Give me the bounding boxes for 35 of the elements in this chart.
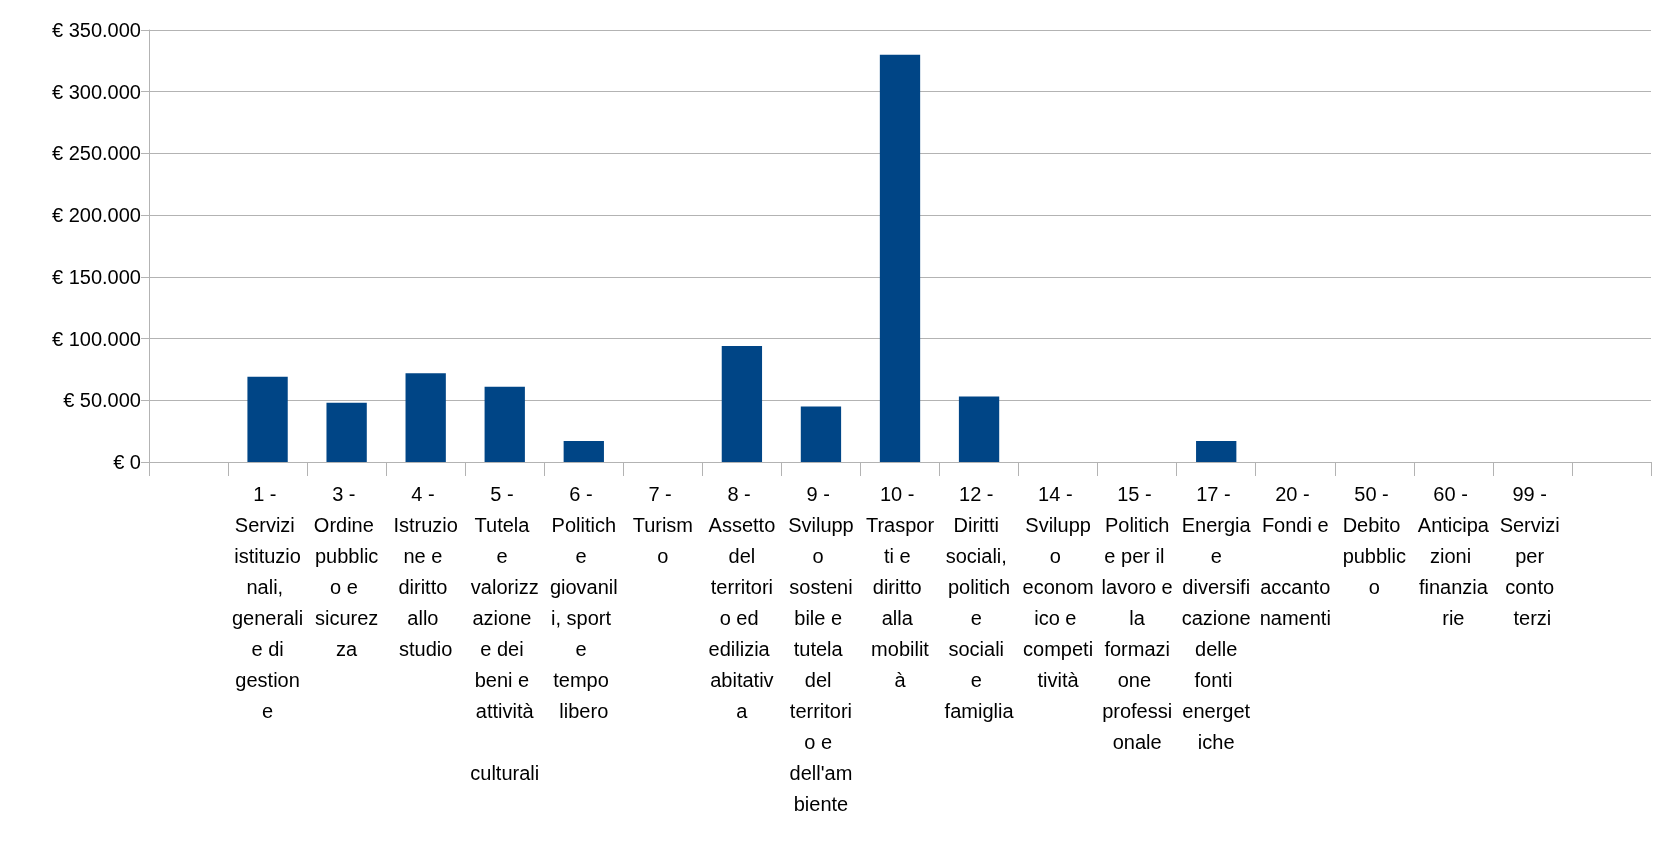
y-tick-label: € 300.000 bbox=[52, 80, 141, 103]
category-label: 5 - Tutela e valorizzazione e dei beni e attività culturali bbox=[470, 482, 540, 784]
x-tick-label: 60 - Anticipazioni finanziarie bbox=[1417, 482, 1490, 629]
x-tick-label: 4 - Istruzione e diritto allo studio bbox=[393, 482, 458, 660]
bar bbox=[1196, 441, 1237, 462]
x-tick-label: 12 - Diritti sociali, politiche sociali e famiglia bbox=[944, 482, 1015, 722]
y-tick-label: € 0 bbox=[113, 451, 141, 473]
bar bbox=[326, 402, 367, 462]
category-label: 9 - Sviluppo sostenibile e tutela del territorio e dell'ambiente bbox=[788, 482, 854, 815]
bar bbox=[247, 376, 288, 462]
category-label: 15 - Politiche per il lavoro e la formazione professionale bbox=[1101, 482, 1173, 753]
y-tick-label: € 350.000 bbox=[52, 19, 141, 41]
x-tick-label: 1 - Servizi istituzionali, generali e di gestione bbox=[231, 482, 304, 722]
bar bbox=[958, 396, 1000, 462]
bar bbox=[721, 345, 763, 462]
y-tick-label: € 100.000 bbox=[52, 327, 141, 350]
y-tick-label: € 200.000 bbox=[52, 204, 141, 227]
bar bbox=[484, 386, 525, 462]
y-tick-label: € 250.000 bbox=[52, 142, 141, 165]
bar bbox=[800, 406, 842, 462]
x-tick-label: 6 - Politiche giovanili, sport e tempo libero bbox=[549, 482, 618, 722]
x-tick-label: 14 - Sviluppo economico e competitività bbox=[1022, 482, 1094, 691]
x-tick-label: 10 - Trasporti e diritto alla mobilità bbox=[865, 482, 935, 691]
category-label: 20 - Fondi e accantonamenti bbox=[1259, 482, 1331, 629]
y-tick-label: € 50.000 bbox=[63, 389, 141, 412]
x-tick-label: 50 - Debito pubblico bbox=[1342, 482, 1407, 598]
x-tick-label: 3 - Ordine pubblico e sicurezza bbox=[313, 482, 380, 660]
y-tick-label: € 150.000 bbox=[52, 265, 141, 288]
x-tick-label: 8 - Assetto del territorio ed edilizia abitativa bbox=[708, 482, 776, 722]
bar bbox=[563, 441, 604, 462]
x-tick-label: 7 - Turismo bbox=[632, 482, 694, 567]
bar bbox=[405, 373, 446, 462]
x-tick-label: 99 - Servizi per conto terzi bbox=[1499, 482, 1566, 629]
category-label: 17 - Energia e diversificazione delle fonti energetiche bbox=[1181, 482, 1251, 753]
bar bbox=[879, 54, 921, 462]
